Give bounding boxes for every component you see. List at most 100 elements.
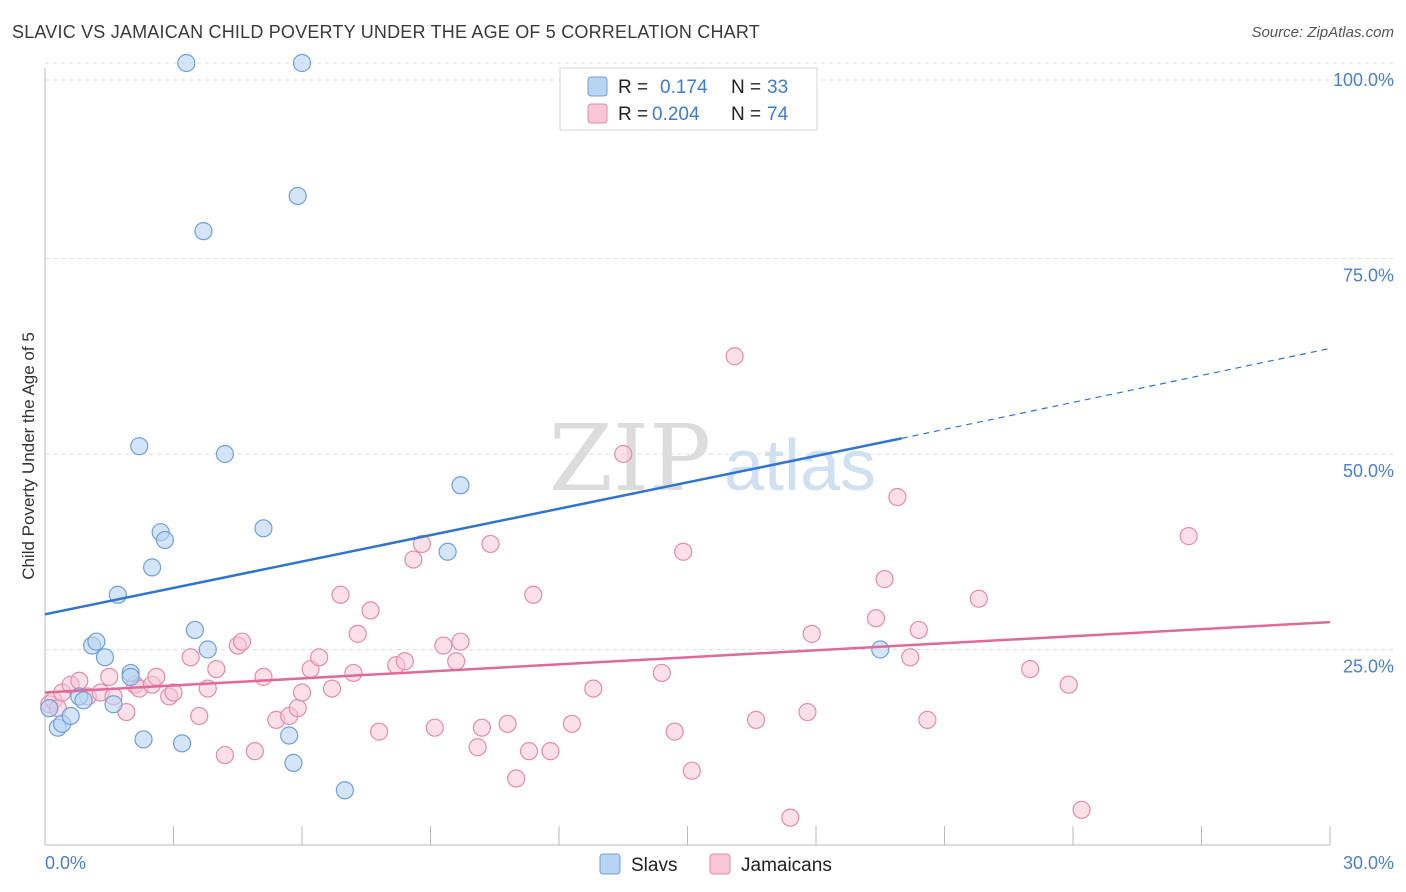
jamaicans-point <box>781 808 800 827</box>
jamaicans-point <box>652 663 671 683</box>
jamaicans-point <box>1059 675 1078 694</box>
legend-swatch-slavs <box>587 76 608 97</box>
slavs-point <box>177 53 196 73</box>
jamaicans-point <box>310 648 329 667</box>
jamaicans-point <box>412 534 432 554</box>
series-legend-label-slavs: Slavs <box>631 855 677 876</box>
slavs-trend-line <box>44 437 902 616</box>
y-tick-label: 100.0% <box>1333 70 1394 90</box>
jamaicans-point <box>674 542 693 561</box>
slavs-point <box>335 781 354 800</box>
jamaicans-point <box>288 699 307 718</box>
jamaicans-point <box>254 667 273 686</box>
jamaicans-point <box>888 487 907 507</box>
jamaicans-point <box>70 671 89 690</box>
jamaicans-point <box>348 624 367 643</box>
jamaicans-point <box>447 652 466 671</box>
watermark-atlas: atlas <box>724 426 876 506</box>
slavs-point <box>288 186 307 206</box>
jamaicans-point <box>434 636 453 655</box>
jamaicans-point <box>164 683 183 702</box>
jamaicans-point <box>614 444 633 464</box>
jamaicans-point <box>802 624 821 643</box>
legend-n-value-2: 74 <box>767 104 789 125</box>
y-tick-label: 25.0% <box>1343 657 1394 677</box>
slavs-point <box>451 476 470 495</box>
jamaicans-point <box>866 609 886 628</box>
slavs-trend-extension <box>901 347 1331 439</box>
jamaicans-point <box>472 718 491 737</box>
jamaicans-point <box>190 706 209 726</box>
jamaicans-point <box>498 714 517 733</box>
x-tick-label: 30.0% <box>1343 853 1394 873</box>
y-axis-label: Child Poverty Under the Age of 5 <box>19 332 38 580</box>
jamaicans-point <box>245 742 264 761</box>
chart-title: SLAVIC VS JAMAICAN CHILD POVERTY UNDER T… <box>12 22 760 42</box>
series-legend-swatch-jamaicans <box>709 853 731 875</box>
legend-r-label-1: R = <box>618 77 648 98</box>
slavs-point <box>61 706 80 726</box>
jamaicans-point <box>541 742 560 761</box>
jamaicans-point <box>451 632 470 651</box>
grid-lines <box>45 62 1395 650</box>
slavs-point <box>280 726 299 745</box>
slavs-points <box>40 53 890 800</box>
slavs-point <box>194 222 213 241</box>
legend-n-label-1: N = <box>731 77 761 98</box>
jamaicans-point <box>584 679 603 698</box>
jamaicans-point <box>969 589 988 608</box>
jamaicans-point <box>207 659 226 679</box>
jamaicans-point <box>232 632 252 651</box>
slavs-point <box>104 695 123 714</box>
slavs-point <box>142 558 162 577</box>
jamaicans-point <box>524 585 543 604</box>
jamaicans-point <box>875 570 894 589</box>
slavs-point <box>74 691 93 710</box>
legend-r-value-2: 0.204 <box>652 104 700 125</box>
watermark: ZIP atlas <box>549 405 876 512</box>
jamaicans-point <box>215 745 234 765</box>
jamaicans-point <box>665 722 684 741</box>
jamaicans-point <box>100 667 119 686</box>
jamaicans-point <box>507 769 526 788</box>
jamaicans-point <box>901 648 920 667</box>
slavs-point <box>254 519 273 538</box>
jamaicans-point <box>331 585 350 604</box>
jamaicans-point <box>519 742 539 761</box>
jamaicans-point <box>425 718 444 737</box>
slavs-point <box>134 730 153 749</box>
jamaicans-point <box>798 702 817 722</box>
slavs-point <box>292 53 312 73</box>
slavs-point <box>87 632 106 651</box>
x-tick-labels: 0.0% 30.0% <box>45 853 1394 873</box>
legend-box: R = 0.174 N = 33 R = 0.204 N = 74 <box>559 67 818 131</box>
legend-n-value-1: 33 <box>767 77 788 98</box>
jamaicans-trend-line <box>44 620 1331 694</box>
jamaicans-point <box>292 683 312 702</box>
x-tick-label: 0.0% <box>45 853 86 873</box>
jamaicans-point <box>1179 527 1198 546</box>
jamaicans-point <box>746 710 766 729</box>
jamaicans-point <box>909 620 928 640</box>
jamaicans-point <box>918 710 937 729</box>
slavs-point <box>95 648 115 667</box>
y-tick-labels: 25.0% 50.0% 75.0% 100.0% <box>1333 70 1394 677</box>
legend-r-label-2: R = <box>618 104 648 125</box>
slavs-point <box>130 437 149 456</box>
jamaicans-point <box>322 679 342 698</box>
jamaicans-point <box>481 534 500 554</box>
slavs-point <box>198 640 217 659</box>
jamaicans-point <box>181 648 200 667</box>
legend-swatch-jamaicans <box>587 103 608 124</box>
jamaicans-point <box>468 738 487 757</box>
jamaicans-point <box>1072 800 1091 819</box>
legend-r-value-1: 0.174 <box>660 77 708 98</box>
slavs-point <box>871 640 890 659</box>
slavs-point <box>284 753 303 772</box>
jamaicans-point <box>344 663 363 683</box>
series-legend-label-jamaicans: Jamaicans <box>741 855 832 876</box>
series-legend: Slavs Jamaicans <box>599 853 832 876</box>
jamaicans-point <box>361 601 380 620</box>
jamaicans-point <box>682 761 701 780</box>
